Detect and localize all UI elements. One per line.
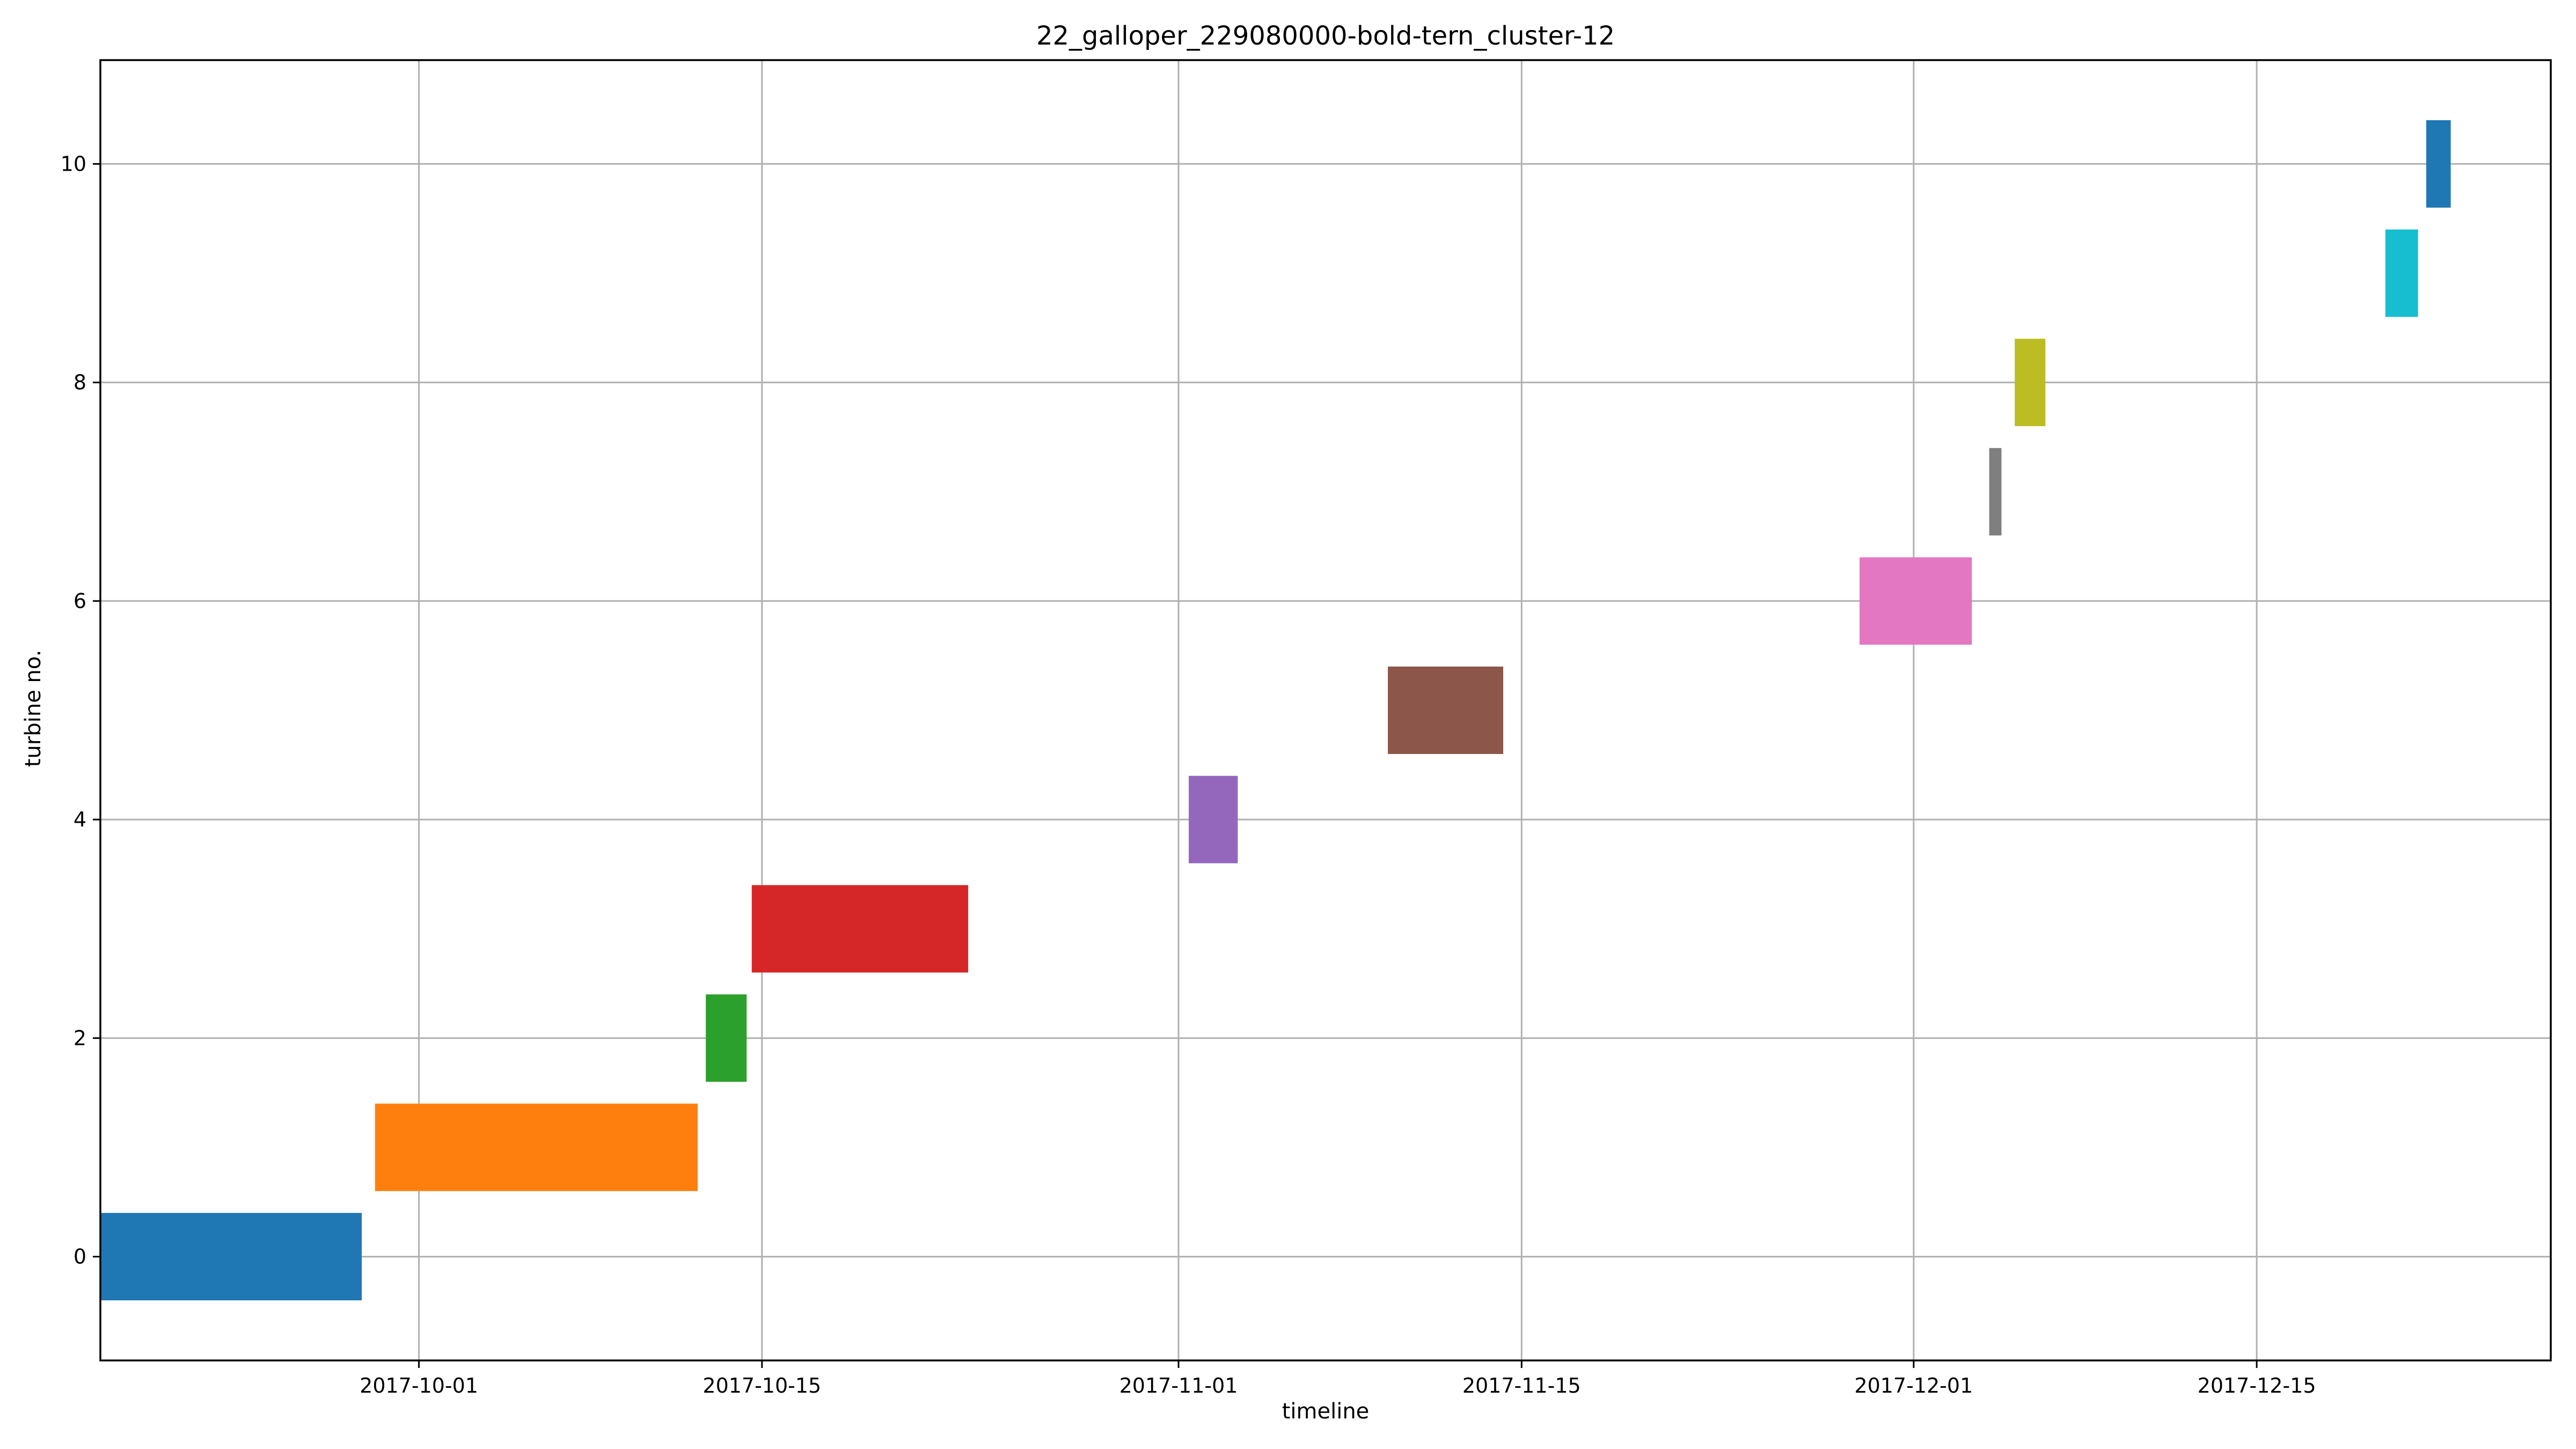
turbine-7-bar xyxy=(1989,448,2002,536)
chart-title: 22_galloper_229080000-bold-tern_cluster-… xyxy=(1036,21,1615,51)
turbine-10-bar xyxy=(2426,120,2451,208)
plot-frame xyxy=(99,59,2552,1362)
y-tick-label: 2 xyxy=(74,1026,86,1050)
y-tick-label: 4 xyxy=(74,808,86,831)
turbine-6-bar xyxy=(1860,557,1972,645)
turbine-0-bar xyxy=(100,1213,362,1301)
y-tick-label: 8 xyxy=(74,371,86,394)
turbine-5-bar xyxy=(1388,667,1504,754)
turbine-2-bar xyxy=(706,994,747,1082)
grid-lines xyxy=(100,60,2551,1360)
bars xyxy=(100,120,2451,1301)
turbine-4-bar xyxy=(1189,775,1238,863)
turbine-3-bar xyxy=(751,885,969,973)
turbine-1-bar xyxy=(375,1103,698,1191)
y-tick-label: 6 xyxy=(74,589,86,613)
y-axis-label: turbine no. xyxy=(21,650,46,767)
y-tick-label: 0 xyxy=(74,1245,86,1269)
x-tick-label: 2017-12-01 xyxy=(1854,1374,1973,1397)
turbine-8-bar xyxy=(2015,339,2046,427)
x-tick-label: 2017-10-15 xyxy=(702,1374,821,1397)
x-tick-label: 2017-10-01 xyxy=(360,1374,478,1397)
turbine-9-bar xyxy=(2385,229,2418,317)
x-tick-label: 2017-12-15 xyxy=(2198,1374,2316,1397)
ticks: 2017-10-01 2017-10-15 2017-11-01 2017-11-15… xyxy=(61,152,2316,1397)
x-axis-label: timeline xyxy=(1282,1399,1370,1424)
x-tick-label: 2017-11-01 xyxy=(1119,1374,1238,1397)
x-tick-label: 2017-11-15 xyxy=(1462,1374,1581,1397)
y-tick-label: 10 xyxy=(61,152,86,175)
